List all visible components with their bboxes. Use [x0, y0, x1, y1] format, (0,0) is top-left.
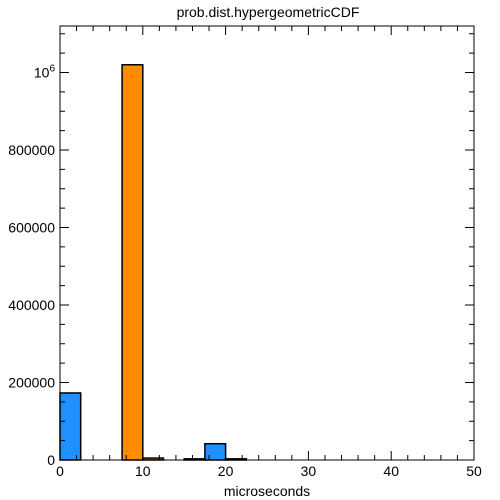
histogram-bar-0 [59, 392, 82, 461]
histogram-bar-4 [204, 442, 227, 461]
histogram-bar-1 [121, 64, 144, 461]
y-tick-label: 0 [47, 452, 55, 468]
y-tick-label: 600000 [8, 220, 55, 236]
x-tick-label: 40 [383, 463, 399, 479]
plot-frame [59, 25, 475, 461]
chart-title: prob.dist.hypergeometricCDF [177, 4, 360, 20]
x-tick-label: 20 [218, 463, 234, 479]
x-tick-label: 0 [56, 463, 64, 479]
y-tick-label: 200000 [8, 375, 55, 391]
x-axis-label: microseconds [224, 483, 310, 499]
x-tick-label: 10 [135, 463, 151, 479]
x-tick-label: 50 [466, 463, 482, 479]
y-tick-label: 106 [34, 64, 56, 81]
y-tick-label: 400000 [8, 297, 55, 313]
x-tick-label: 30 [301, 463, 317, 479]
ticks-group: 0 10 20 30 40 50 0 200000 400000 600000 800000 106 [8, 26, 482, 479]
y-tick-label: 800000 [8, 142, 55, 158]
bars-group [59, 64, 248, 461]
